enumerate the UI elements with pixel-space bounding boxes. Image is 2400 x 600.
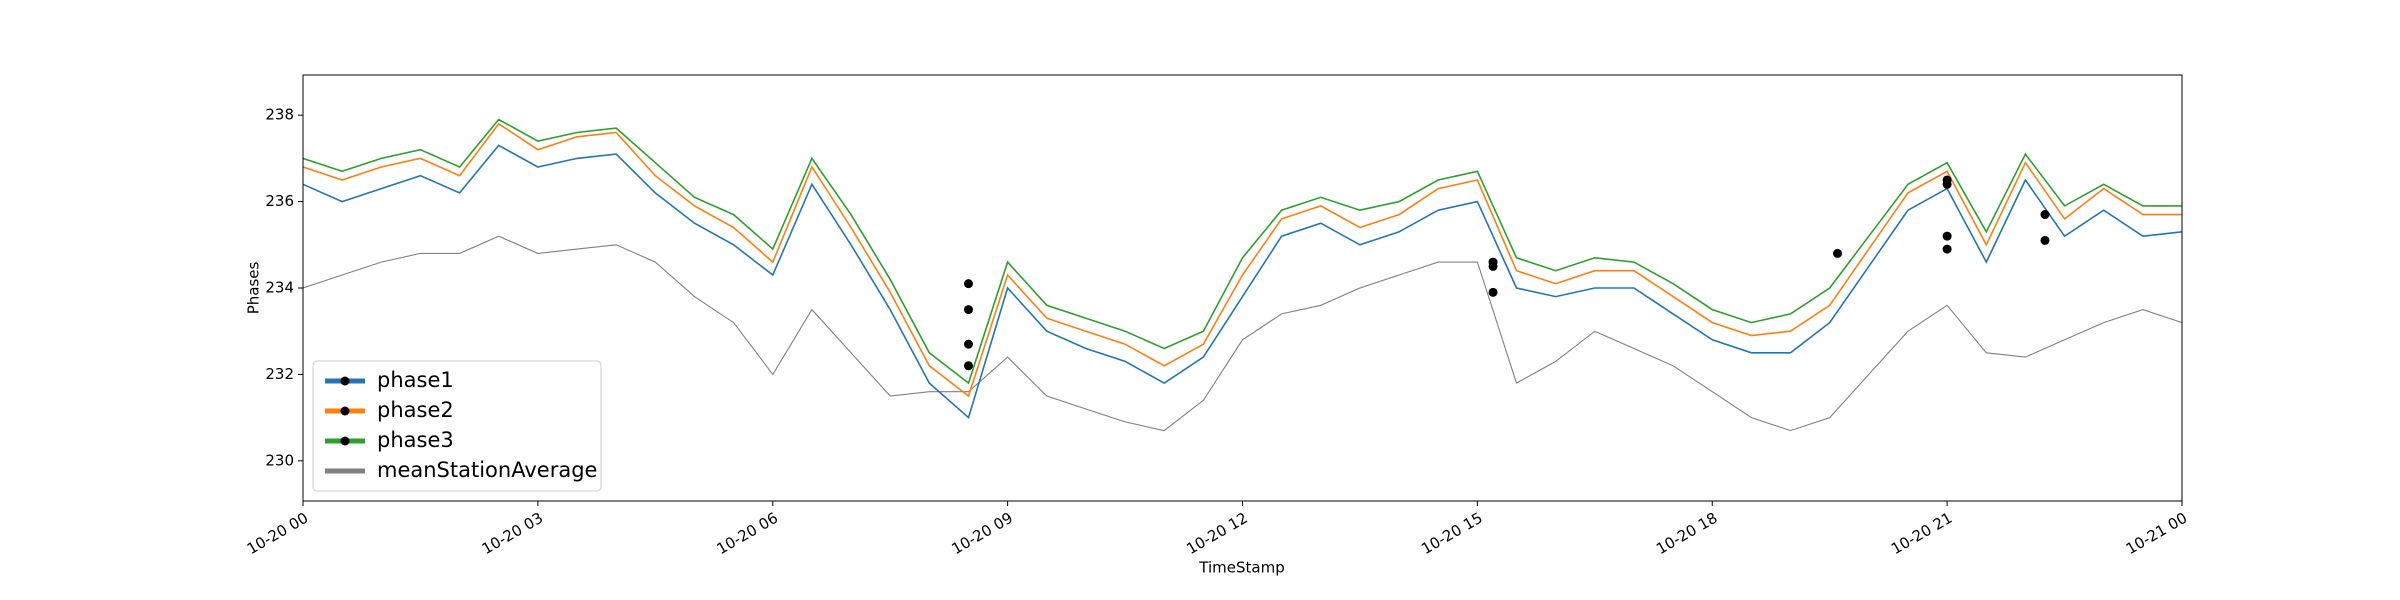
x-tick-label: 10-20 21 [1888,509,1955,558]
anomaly-marker [1942,179,1952,189]
series-line [303,235,2182,432]
anomaly-marker [963,279,973,289]
y-tick-label: 236 [265,192,294,210]
x-tick-label: 10-20 00 [244,509,311,558]
legend-box [312,360,602,492]
legend-label: meanStationAverage [377,458,597,482]
x-tick-label: 10-20 15 [1418,509,1485,558]
anomaly-marker [963,361,973,371]
series-line [303,118,2182,385]
y-tick-label: 230 [265,451,294,469]
x-axis-label: TimeStamp [1198,559,1284,577]
legend-marker [340,376,350,386]
x-tick-label: 10-20 12 [1183,509,1250,558]
anomaly-marker [1833,248,1843,258]
y-axis-label: Phases [245,262,263,315]
x-tick-label: 10-20 18 [1653,509,1720,558]
legend-label: phase2 [377,398,454,422]
legend-label: phase3 [377,428,454,452]
x-tick-label: 10-20 03 [479,509,546,558]
series-line [303,122,2182,398]
anomaly-marker [1942,244,1952,254]
legend-marker [340,436,350,446]
anomaly-marker [963,305,973,315]
anomaly-marker [963,339,973,349]
anomaly-marker [2040,235,2050,245]
y-tick-label: 232 [265,365,294,383]
x-tick-label: 10-21 00 [2123,509,2190,558]
legend-marker [340,406,350,416]
y-tick-label: 238 [265,106,294,124]
y-tick-label: 234 [265,279,294,297]
anomaly-marker [1942,231,1952,241]
x-tick-label: 10-20 09 [948,509,1015,558]
anomaly-marker [1488,287,1498,297]
plot-frame [302,74,2183,502]
legend-label: phase1 [377,368,454,392]
anomaly-marker [1488,257,1498,267]
x-tick-label: 10-20 06 [714,509,781,558]
series-line [303,144,2182,420]
anomaly-marker [2040,210,2050,220]
